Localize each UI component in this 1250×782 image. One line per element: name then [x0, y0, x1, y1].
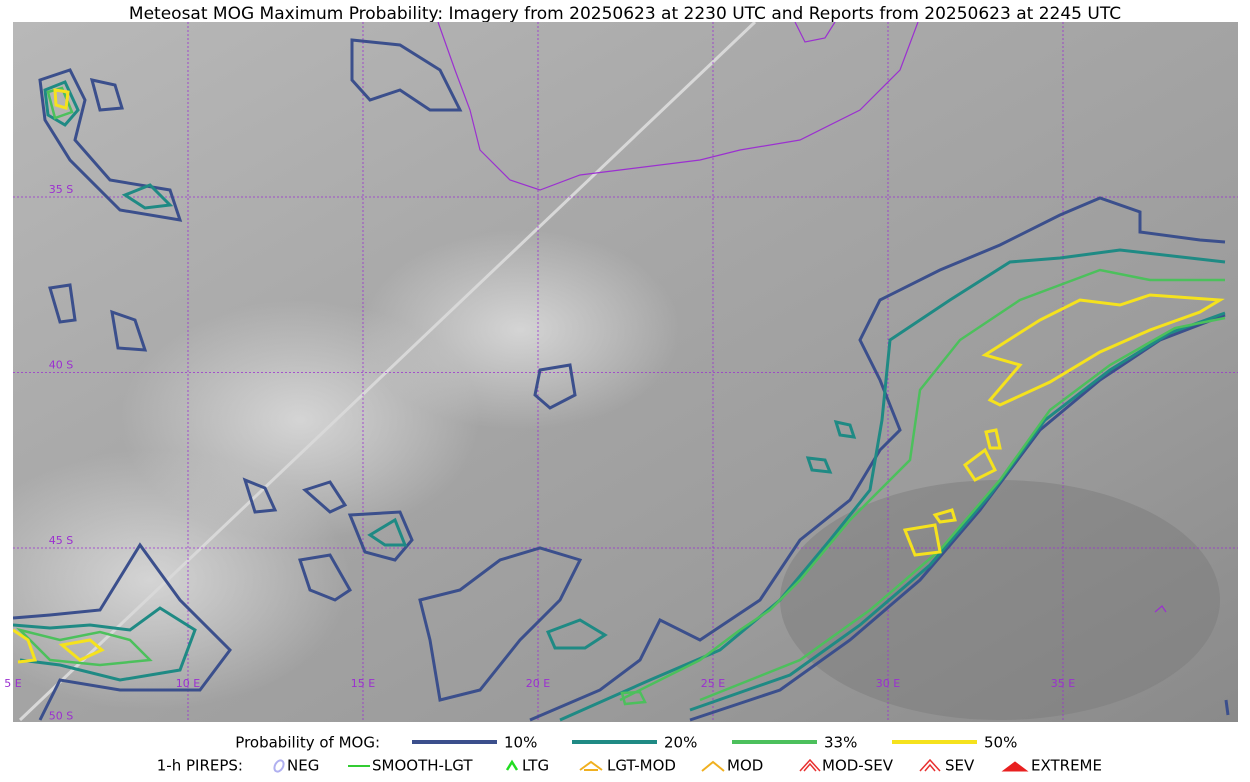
pirep-icon: [701, 760, 725, 772]
pirep-icon: [273, 759, 285, 773]
lat-label: 45 S: [49, 534, 73, 547]
legend-label: SEV: [945, 757, 975, 775]
contour-10: [13, 542, 232, 721]
lat-label: 35 S: [49, 183, 73, 196]
contour-50: [932, 508, 957, 524]
lon-label: 30 E: [876, 677, 900, 690]
contour-50: [902, 523, 942, 557]
lon-label: 20 E: [526, 677, 550, 690]
contour-20: [43, 80, 80, 127]
legend-label: MOD-SEV: [822, 757, 894, 775]
contour-10: [1224, 699, 1230, 716]
contour-10: [302, 480, 348, 514]
contour-10: [418, 546, 583, 702]
cloud: [360, 230, 680, 430]
contour-50: [981, 293, 1225, 407]
contour-20: [689, 311, 1226, 712]
contour-10: [110, 309, 148, 352]
lat-label: 50 S: [49, 710, 73, 723]
legend-label: 50%: [984, 734, 1017, 752]
contour-33: [15, 627, 153, 667]
coastline: [1154, 605, 1167, 613]
legend-title: 1-h PIREPS:: [157, 757, 243, 775]
legend-label: SMOOTH-LGT: [372, 757, 473, 775]
pirep-icon: [799, 758, 821, 772]
lon-label: 35 E: [1051, 677, 1075, 690]
lat-label: 40 S: [49, 359, 73, 372]
legend-label: EXTREME: [1031, 757, 1102, 775]
contour-50: [13, 628, 38, 664]
contour-10: [89, 78, 124, 112]
contour-10: [242, 477, 278, 514]
contour-50: [984, 428, 1002, 450]
contour-10: [347, 510, 414, 562]
contour-20: [121, 183, 174, 210]
contour-20: [13, 606, 197, 682]
contour-20: [805, 456, 833, 474]
legend-label: LGT-MOD: [607, 757, 676, 775]
lon-label: 25 E: [701, 677, 725, 690]
contour-50: [58, 638, 105, 662]
legend: Probability of MOG: 10% 20% 33% 50% 1-h PIREP…: [157, 734, 1102, 775]
legend-label: 20%: [664, 734, 697, 752]
pirep-icon: [919, 758, 941, 772]
pirep-icon: [1001, 761, 1029, 772]
contour-20: [833, 419, 857, 439]
contour-10: [529, 196, 1226, 722]
lon-label: 10 E: [176, 677, 200, 690]
contour-10: [689, 313, 1226, 722]
title: Meteosat MOG Maximum Probability: Imager…: [129, 4, 1121, 24]
coastline: [437, 22, 919, 191]
contour-33: [699, 316, 1226, 702]
legend-label: LTG: [522, 757, 549, 775]
legend-label: 33%: [824, 734, 857, 752]
contour-10: [350, 38, 463, 112]
legend-title: Probability of MOG:: [235, 734, 380, 752]
contour-20: [559, 248, 1226, 722]
contour-10: [48, 283, 77, 324]
contour-10: [298, 553, 352, 602]
contour-20: [367, 517, 408, 547]
coastline: [794, 22, 836, 43]
contour-50: [962, 447, 998, 482]
contour-10: [533, 363, 577, 410]
contour-20: [545, 618, 608, 650]
contour-50: [53, 88, 70, 110]
contour-33: [619, 268, 1225, 702]
dry-region: [780, 480, 1220, 720]
pirep-icon: [579, 760, 603, 771]
map: [13, 22, 1238, 722]
legend-label: 10%: [504, 734, 537, 752]
contour-10: [38, 68, 183, 222]
legend-label: MOD: [727, 757, 763, 775]
pirep-icon: [505, 759, 519, 771]
contour-33: [620, 690, 647, 706]
lon-label: 5 E: [4, 677, 21, 690]
legend-label: NEG: [287, 757, 319, 775]
lon-label: 15 E: [351, 677, 375, 690]
contrail: [18, 22, 757, 722]
